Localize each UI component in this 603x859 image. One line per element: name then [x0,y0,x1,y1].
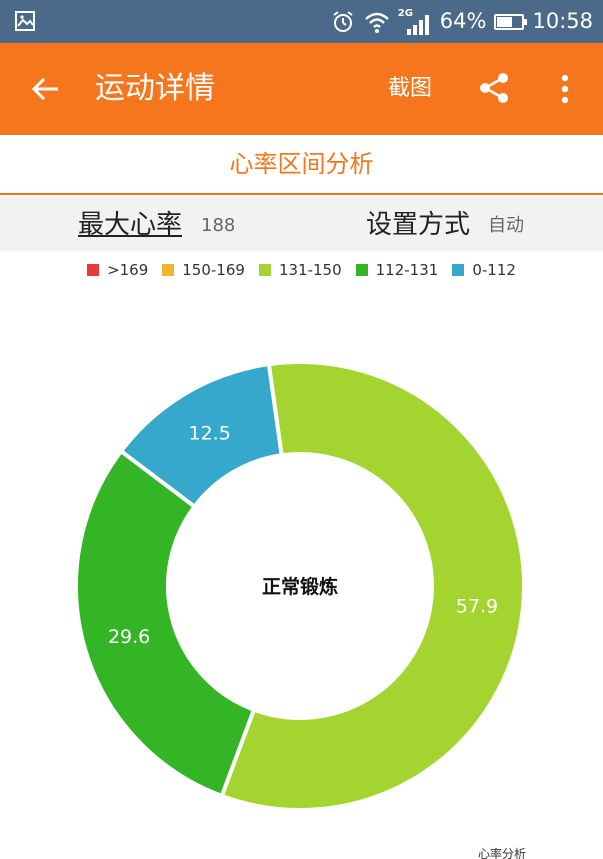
battery-icon [494,13,528,30]
screenshot-button[interactable]: 截图 [388,76,433,101]
heart-rate-zone-donut-chart: 57.9 29.6 12.5 正常锻炼 [74,360,526,812]
legend-item: 150-169 [162,261,245,279]
max-heart-rate-label[interactable]: 最大心率 [78,210,183,240]
legend-item: 0-112 [452,261,516,279]
image-icon [15,11,35,31]
wifi-icon [364,12,389,33]
legend-label: 131-150 [278,261,342,279]
more-vert-icon[interactable] [553,71,577,107]
slice-value-label: 12.5 [189,423,231,445]
slice-value-label: 29.6 [108,626,150,648]
legend-swatch [355,264,368,276]
slice-value-label: 57.9 [456,595,498,617]
legend-label: >169 [107,261,149,279]
legend-label: 150-169 [182,261,245,279]
page-title: 运动详情 [95,71,215,106]
network-type: 2G [397,7,413,19]
donut-slice-112-131[interactable] [74,448,257,799]
chart-legend: >169 150-169 131-150 112-131 0-112 [0,258,603,282]
legend-item: 131-150 [258,261,342,279]
back-arrow-icon[interactable] [30,73,62,105]
alarm-icon [333,10,353,32]
legend-item: 112-131 [355,261,439,279]
clock: 10:58 [532,9,593,33]
legend-swatch [162,264,175,276]
app-bar: 运动详情 截图 [0,43,603,135]
status-bar: 2G 64% 10:58 [0,0,603,43]
battery-percent: 64% [439,9,487,33]
legend-label: 0-112 [472,261,516,279]
heart-rate-analysis-label: 心率分析 [478,847,527,859]
max-heart-rate-value: 188 [201,215,236,236]
legend-swatch [258,264,271,276]
legend-swatch [87,264,100,276]
signal-icon: 2G [397,7,432,35]
share-icon[interactable] [477,71,511,105]
setting-mode-label: 设置方式 [366,210,471,240]
info-row: 最大心率 188 设置方式 自动 [0,197,603,251]
donut-inner-ring [168,454,432,718]
setting-mode-value: 自动 [488,215,524,236]
section-title: 心率区间分析 [0,135,603,195]
legend-item: >169 [87,261,148,279]
legend-swatch [452,264,465,276]
donut-center-label: 正常锻炼 [262,575,338,598]
legend-label: 112-131 [375,261,439,279]
